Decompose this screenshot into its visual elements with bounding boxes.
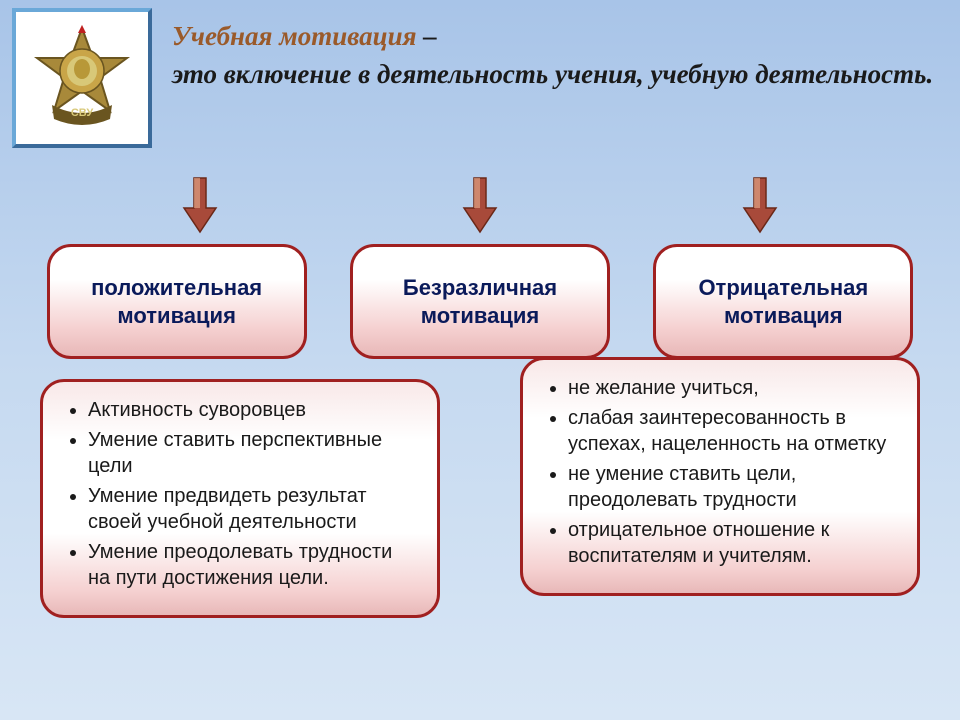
- header-row: СВУ Учебная мотивация – это включение в …: [0, 0, 960, 156]
- motivation-label: положительная мотивация: [70, 274, 284, 329]
- positive-content-panel: Активность суворовцев Умение ставить пер…: [40, 379, 440, 618]
- title-dash: –: [417, 21, 437, 51]
- arrow-down-icon: [460, 176, 500, 236]
- motivation-box-positive: положительная мотивация: [47, 244, 307, 359]
- list-item: слабая заинтересованность в успехах, нац…: [568, 405, 897, 457]
- list-item: Умение преодолевать трудности на пути до…: [88, 539, 417, 591]
- list-item: не желание учиться,: [568, 375, 897, 401]
- motivation-types-row: положительная мотивация Безразличная мот…: [0, 244, 960, 359]
- motivation-box-negative: Отрицательная мотивация: [653, 244, 913, 359]
- arrow-down-icon: [180, 176, 220, 236]
- list-item: Умение ставить перспективные цели: [88, 427, 417, 479]
- content-row: Активность суворовцев Умение ставить пер…: [0, 379, 960, 618]
- motivation-box-neutral: Безразличная мотивация: [350, 244, 610, 359]
- title-definition: это включение в деятельность учения, уче…: [172, 59, 933, 89]
- positive-list: Активность суворовцев Умение ставить пер…: [78, 397, 417, 591]
- arrows-row: [0, 176, 960, 236]
- negative-list: не желание учиться, слабая заинтересован…: [558, 375, 897, 569]
- list-item: Активность суворовцев: [88, 397, 417, 423]
- title-term: Учебная мотивация: [172, 21, 417, 51]
- emblem-frame: СВУ: [12, 8, 152, 148]
- page-title: Учебная мотивация – это включение в деят…: [172, 8, 933, 94]
- arrow-down-icon: [740, 176, 780, 236]
- military-emblem-icon: СВУ: [32, 23, 132, 133]
- negative-content-panel: не желание учиться, слабая заинтересован…: [520, 357, 920, 596]
- list-item: не умение ставить цели, преодолевать тру…: [568, 461, 897, 513]
- motivation-label: Безразличная мотивация: [373, 274, 587, 329]
- emblem-ribbon-text: СВУ: [71, 107, 93, 119]
- list-item: отрицательное отношение к воспитателям и…: [568, 517, 897, 569]
- list-item: Умение предвидеть результат своей учебно…: [88, 483, 417, 535]
- motivation-label: Отрицательная мотивация: [676, 274, 890, 329]
